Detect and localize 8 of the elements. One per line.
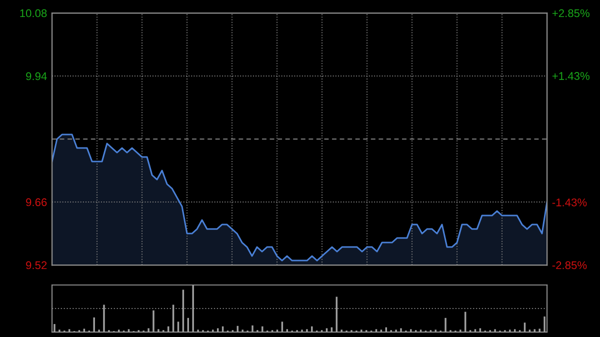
y2-tick-label: +1.43% <box>552 72 590 80</box>
y-tick-label: 10.08 <box>20 9 47 18</box>
y-tick-label: 9.52 <box>26 261 47 270</box>
y2-tick-label: +2.85% <box>552 9 590 18</box>
y2-tick-label: -2.85% <box>552 261 587 270</box>
y-tick-label: 9.94 <box>26 72 47 80</box>
y2-tick-label: -1.43% <box>552 198 587 206</box>
y-tick-label: 9.66 <box>26 198 47 206</box>
